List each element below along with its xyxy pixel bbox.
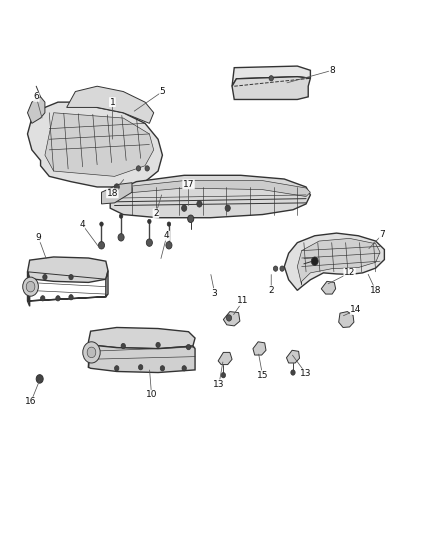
- Text: 8: 8: [329, 66, 335, 75]
- Circle shape: [121, 343, 125, 349]
- Text: 1: 1: [110, 98, 115, 107]
- Polygon shape: [28, 102, 162, 187]
- Circle shape: [99, 241, 105, 249]
- Circle shape: [148, 219, 151, 223]
- Polygon shape: [297, 238, 380, 285]
- Text: 7: 7: [379, 230, 385, 239]
- Text: 16: 16: [25, 397, 37, 406]
- Circle shape: [36, 375, 43, 383]
- Circle shape: [43, 274, 47, 280]
- Circle shape: [166, 241, 172, 249]
- Polygon shape: [223, 312, 240, 326]
- Circle shape: [291, 370, 295, 375]
- Polygon shape: [339, 312, 354, 327]
- Circle shape: [69, 295, 73, 300]
- Circle shape: [182, 366, 186, 371]
- Circle shape: [225, 205, 230, 212]
- Polygon shape: [28, 97, 45, 123]
- Text: 6: 6: [33, 92, 39, 101]
- Polygon shape: [88, 327, 195, 349]
- Text: 11: 11: [237, 296, 249, 305]
- Polygon shape: [28, 257, 108, 282]
- Circle shape: [197, 201, 202, 207]
- Circle shape: [167, 222, 171, 226]
- Text: 9: 9: [35, 233, 41, 242]
- Circle shape: [115, 366, 119, 371]
- Circle shape: [100, 222, 103, 226]
- Circle shape: [83, 342, 100, 363]
- Circle shape: [136, 166, 141, 171]
- Polygon shape: [321, 281, 336, 294]
- Text: 18: 18: [106, 189, 118, 198]
- Circle shape: [138, 365, 143, 370]
- Circle shape: [23, 277, 39, 296]
- Text: 17: 17: [183, 180, 194, 189]
- Polygon shape: [67, 86, 154, 123]
- Circle shape: [87, 347, 96, 358]
- Polygon shape: [110, 181, 311, 197]
- Text: 2: 2: [153, 209, 159, 218]
- Text: 2: 2: [268, 286, 274, 295]
- Circle shape: [156, 342, 160, 348]
- Polygon shape: [28, 271, 108, 301]
- Circle shape: [221, 373, 226, 378]
- Text: 12: 12: [344, 268, 355, 277]
- Polygon shape: [88, 345, 195, 373]
- Circle shape: [118, 233, 124, 241]
- Circle shape: [114, 184, 119, 190]
- Text: 18: 18: [370, 286, 381, 295]
- Circle shape: [186, 344, 191, 350]
- Polygon shape: [232, 77, 311, 100]
- Circle shape: [69, 274, 73, 280]
- Polygon shape: [232, 66, 311, 86]
- Circle shape: [273, 266, 278, 271]
- Text: 4: 4: [79, 220, 85, 229]
- Circle shape: [26, 281, 35, 292]
- Circle shape: [187, 215, 194, 222]
- Polygon shape: [110, 175, 311, 217]
- Text: 3: 3: [212, 288, 218, 297]
- Text: 13: 13: [213, 379, 225, 389]
- Circle shape: [146, 239, 152, 246]
- Polygon shape: [286, 350, 300, 363]
- Circle shape: [269, 76, 273, 81]
- Polygon shape: [102, 183, 132, 204]
- Circle shape: [56, 296, 60, 301]
- Polygon shape: [45, 113, 154, 176]
- Circle shape: [280, 266, 284, 271]
- Polygon shape: [28, 272, 30, 306]
- Text: 15: 15: [257, 370, 268, 379]
- Circle shape: [226, 315, 232, 321]
- Circle shape: [311, 257, 318, 265]
- Polygon shape: [284, 233, 385, 290]
- Text: 5: 5: [159, 87, 165, 96]
- Text: 4: 4: [164, 231, 170, 240]
- Polygon shape: [253, 342, 266, 355]
- Text: 14: 14: [350, 305, 362, 314]
- Circle shape: [182, 205, 187, 212]
- Circle shape: [41, 296, 45, 301]
- Text: 13: 13: [300, 369, 312, 378]
- Circle shape: [160, 366, 165, 371]
- Circle shape: [145, 166, 149, 171]
- Text: 10: 10: [146, 390, 157, 399]
- Polygon shape: [218, 352, 232, 365]
- Circle shape: [119, 214, 123, 218]
